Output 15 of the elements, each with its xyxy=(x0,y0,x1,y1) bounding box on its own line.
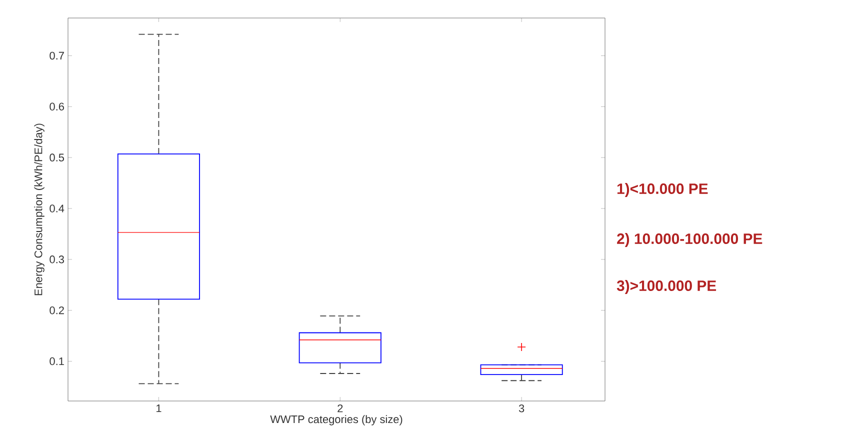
x-tick-label: 3 xyxy=(518,404,524,412)
text: 2) 10.000-100.000 PE xyxy=(617,233,762,247)
y-tick-label: 0.5 xyxy=(50,154,64,162)
y-axis-title: Energy Consumption (kWh/PE/day) xyxy=(34,124,44,296)
text: 3)>100.000 PE xyxy=(616,280,716,294)
y-tick-label: 0.3 xyxy=(50,256,64,264)
y-tick-label: 0.7 xyxy=(50,52,64,60)
x-tick-label: 1 xyxy=(156,404,162,412)
y-tick-label: 0.1 xyxy=(50,357,64,366)
text: 1)<10.000 PE xyxy=(617,183,708,197)
x-axis-title: WWTP categories (by size) xyxy=(270,415,402,426)
y-tick-label: 0.2 xyxy=(50,306,64,314)
x-tick-label: 2 xyxy=(338,404,343,412)
y-tick-label: 0.6 xyxy=(50,102,64,110)
y-tick-label: 0.4 xyxy=(50,204,64,212)
